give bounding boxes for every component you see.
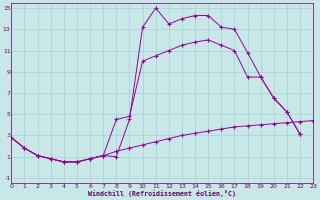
X-axis label: Windchill (Refroidissement éolien,°C): Windchill (Refroidissement éolien,°C) <box>88 190 236 197</box>
